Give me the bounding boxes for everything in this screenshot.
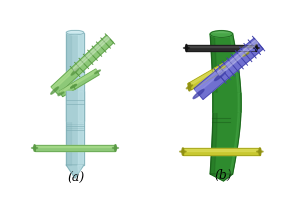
Ellipse shape: [220, 66, 226, 69]
Polygon shape: [188, 65, 224, 90]
Polygon shape: [51, 68, 79, 94]
Polygon shape: [66, 91, 84, 121]
Polygon shape: [72, 70, 97, 86]
Polygon shape: [183, 149, 260, 151]
Ellipse shape: [115, 145, 116, 151]
Text: (b): (b): [214, 169, 232, 181]
Polygon shape: [186, 46, 256, 48]
Ellipse shape: [186, 44, 187, 51]
Ellipse shape: [51, 87, 58, 94]
Polygon shape: [186, 45, 256, 51]
Polygon shape: [78, 165, 82, 173]
Polygon shape: [52, 69, 74, 90]
Polygon shape: [66, 165, 84, 178]
Ellipse shape: [220, 66, 226, 69]
Polygon shape: [195, 72, 219, 93]
Polygon shape: [238, 93, 241, 112]
Polygon shape: [34, 146, 116, 147]
Polygon shape: [217, 40, 258, 75]
Ellipse shape: [244, 50, 247, 58]
Ellipse shape: [256, 44, 257, 51]
Polygon shape: [221, 51, 248, 71]
Polygon shape: [78, 91, 82, 121]
Polygon shape: [210, 34, 241, 174]
Ellipse shape: [193, 89, 204, 99]
Ellipse shape: [259, 148, 261, 155]
Polygon shape: [78, 32, 82, 165]
Polygon shape: [73, 36, 110, 71]
Ellipse shape: [71, 84, 76, 88]
Ellipse shape: [58, 92, 64, 96]
Polygon shape: [213, 93, 241, 112]
Polygon shape: [230, 34, 241, 174]
Ellipse shape: [180, 151, 186, 152]
Ellipse shape: [254, 48, 259, 49]
Ellipse shape: [32, 147, 38, 149]
Polygon shape: [210, 34, 217, 174]
Ellipse shape: [257, 151, 263, 152]
Polygon shape: [71, 35, 113, 75]
Polygon shape: [72, 69, 99, 89]
Ellipse shape: [182, 148, 184, 155]
Polygon shape: [59, 83, 75, 97]
Ellipse shape: [66, 30, 84, 35]
Polygon shape: [183, 149, 260, 155]
Ellipse shape: [71, 84, 76, 88]
Ellipse shape: [214, 71, 225, 81]
Polygon shape: [221, 52, 245, 67]
Ellipse shape: [186, 85, 193, 89]
Ellipse shape: [94, 70, 100, 74]
Polygon shape: [210, 174, 232, 181]
Ellipse shape: [34, 145, 35, 151]
Ellipse shape: [71, 68, 79, 75]
Polygon shape: [66, 32, 70, 165]
Ellipse shape: [188, 83, 191, 91]
Polygon shape: [188, 65, 223, 86]
Ellipse shape: [210, 31, 232, 37]
Ellipse shape: [243, 52, 249, 56]
Ellipse shape: [184, 48, 189, 49]
Ellipse shape: [112, 147, 118, 149]
Text: (a): (a): [68, 172, 85, 185]
Polygon shape: [194, 71, 224, 99]
Polygon shape: [34, 145, 116, 151]
Polygon shape: [60, 84, 73, 93]
Polygon shape: [215, 38, 263, 81]
Polygon shape: [66, 32, 84, 165]
